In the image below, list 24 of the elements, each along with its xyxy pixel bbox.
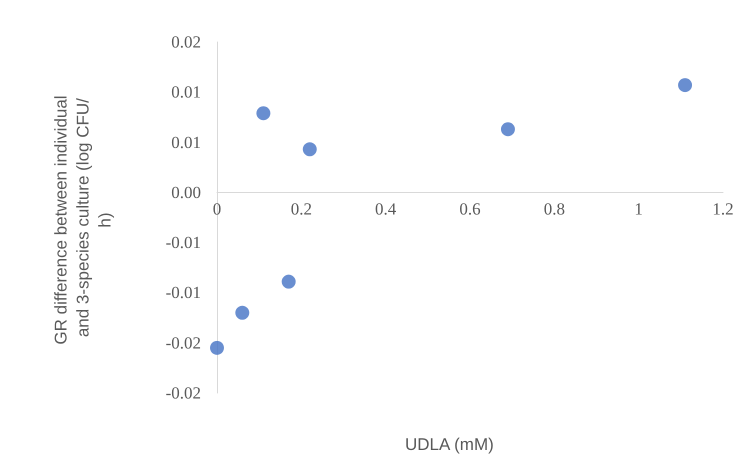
point <box>500 122 515 136</box>
point <box>256 106 270 120</box>
y-tick-label: -0.02 <box>166 384 201 402</box>
y-tick-label: -0.02 <box>166 333 201 352</box>
point <box>302 142 317 156</box>
point <box>210 340 224 355</box>
point <box>235 306 250 320</box>
x-tick-label: 0.4 <box>375 199 397 218</box>
x-tick-label: 0.6 <box>459 199 481 218</box>
x-tick-label: 0 <box>212 199 222 218</box>
y-tick-label: -0.01 <box>166 233 201 252</box>
y-tick-label: 0.01 <box>171 82 201 102</box>
y-axis-title: GR difference between individual and 3-species culture (log CFU/h) <box>52 95 114 345</box>
x-tick-label: 0.2 <box>290 199 312 218</box>
y-tick-label: 0.00 <box>171 182 201 202</box>
x-tick-label: 1 <box>634 199 643 218</box>
y-tick-label: 0.01 <box>171 132 201 152</box>
x-tick-label: 1.2 <box>712 199 734 218</box>
x-tick-label: 0.8 <box>544 199 565 218</box>
point <box>678 78 692 92</box>
y-tick-label: -0.01 <box>166 283 201 302</box>
y-tick-label: 0.02 <box>171 32 201 52</box>
point <box>282 274 296 289</box>
x-axis-title: UDLA (mM) <box>405 435 494 454</box>
